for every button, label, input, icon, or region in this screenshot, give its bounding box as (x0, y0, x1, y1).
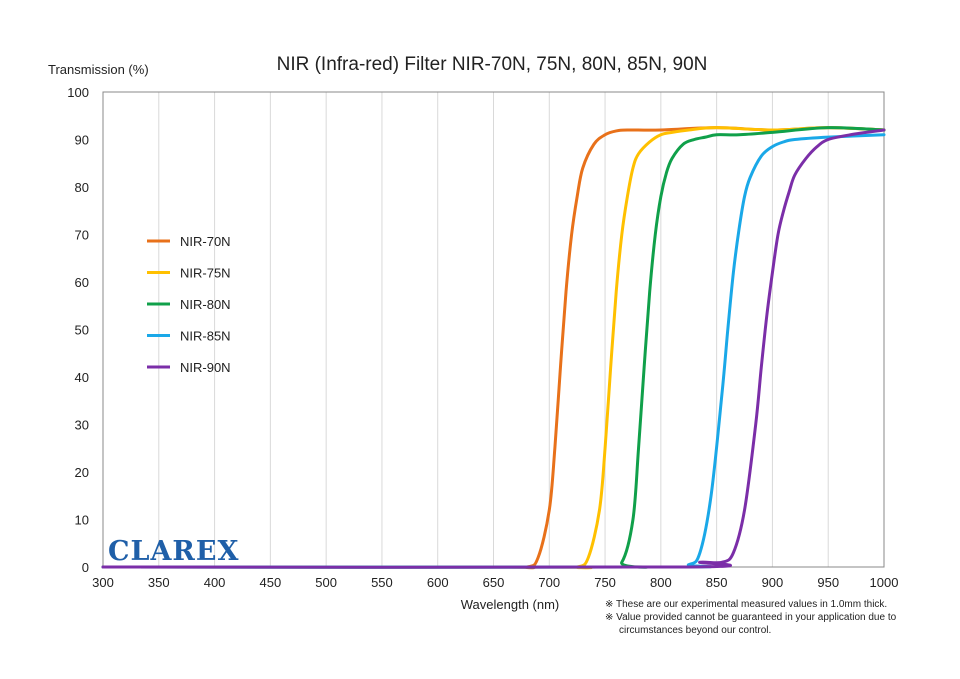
footnotes: ※ These are our experimental measured va… (605, 599, 897, 636)
x-tick-label: 650 (483, 575, 505, 590)
y-tick-label: 80 (75, 180, 89, 195)
legend-label-nir-85n: NIR-85N (180, 329, 231, 344)
y-tick-label: 10 (75, 513, 89, 528)
x-tick-label: 600 (427, 575, 449, 590)
y-tick-label: 0 (82, 560, 89, 575)
grid-lines (102, 92, 885, 567)
y-tick-label: 50 (75, 323, 89, 338)
x-axis-label: Wavelength (nm) (461, 597, 560, 612)
footnote-line: circumstances beyond our control. (619, 625, 771, 636)
series-line-nir-90n (101, 128, 886, 569)
legend-label-nir-90n: NIR-90N (180, 360, 231, 375)
footnote-line: ※ These are our experimental measured va… (605, 599, 887, 610)
chart-title: NIR (Infra-red) Filter NIR-70N, 75N, 80N… (277, 54, 708, 75)
x-tick-label: 400 (204, 575, 226, 590)
x-tick-label: 800 (650, 575, 672, 590)
x-tick-label: 450 (260, 575, 282, 590)
x-tick-label: 550 (371, 575, 393, 590)
y-tick-label: 30 (75, 418, 89, 433)
y-tick-label: 20 (75, 465, 89, 480)
x-tick-label: 500 (315, 575, 337, 590)
series-lines (101, 126, 886, 570)
y-tick-label: 40 (75, 370, 89, 385)
y-tick-label: 70 (75, 228, 89, 243)
x-tick-label: 950 (817, 575, 839, 590)
legend-label-nir-70n: NIR-70N (180, 234, 231, 249)
x-tick-label: 1000 (870, 575, 899, 590)
x-tick-label: 700 (538, 575, 560, 590)
y-axis-label: Transmission (%) (48, 62, 149, 77)
y-tick-label: 100 (67, 85, 89, 100)
y-tick-labels: 0 10 20 30 40 50 60 70 80 90 100 (67, 85, 89, 575)
y-tick-label: 90 (75, 133, 89, 148)
brand-logo: CLAREX (108, 536, 239, 567)
legend: NIR-70N NIR-75N NIR-80N NIR-85N NIR-90N (147, 234, 231, 375)
x-tick-label: 350 (148, 575, 170, 590)
x-tick-label: 850 (706, 575, 728, 590)
legend-label-nir-80n: NIR-80N (180, 297, 231, 312)
x-tick-label: 300 (92, 575, 114, 590)
x-tick-labels: 300 350 400 450 500 550 600 650 700 750 800 850 900 9… (92, 575, 898, 590)
x-tick-label: 750 (594, 575, 616, 590)
x-tick-label: 900 (762, 575, 784, 590)
legend-label-nir-75n: NIR-75N (180, 266, 231, 281)
footnote-line: ※ Value provided cannot be guaranteed in… (605, 612, 897, 623)
y-tick-label: 60 (75, 275, 89, 290)
